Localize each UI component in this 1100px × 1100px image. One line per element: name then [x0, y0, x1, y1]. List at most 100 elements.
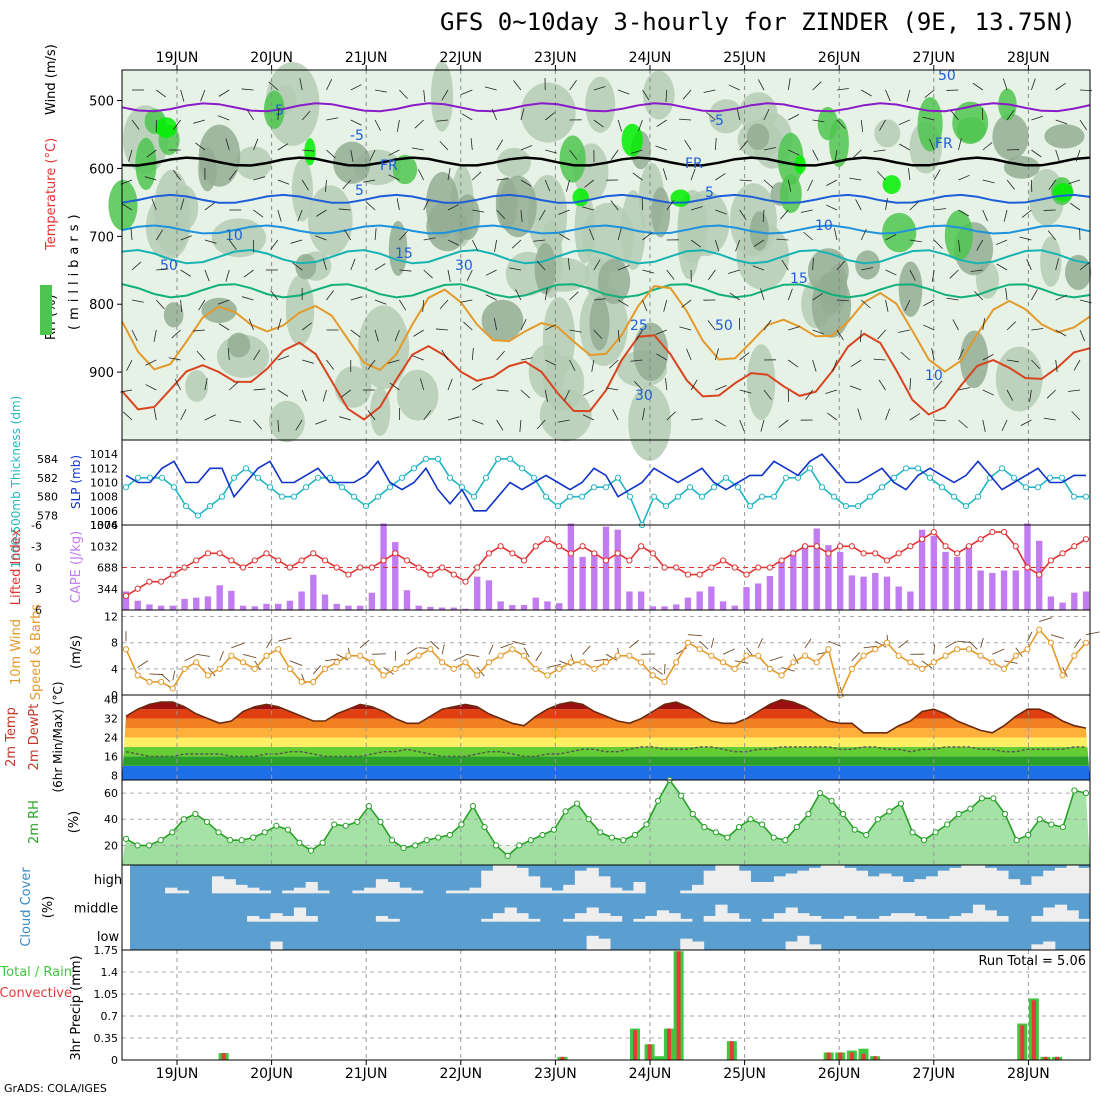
precip-tick-label: 1.05 — [94, 988, 119, 1001]
wind-point — [286, 665, 294, 672]
cloud-cell — [176, 890, 190, 894]
cape-bar — [731, 605, 738, 610]
rh-bright-area — [572, 188, 589, 207]
wind-barb — [642, 408, 645, 421]
wind-point — [368, 659, 375, 666]
cape-bar — [567, 523, 575, 610]
cloud-cell — [563, 918, 576, 922]
wind-point — [544, 672, 551, 679]
wind-barb — [299, 78, 303, 91]
li-tick-label: 0 — [35, 562, 42, 575]
wind-barb — [411, 147, 424, 151]
wind-barb — [1001, 419, 1008, 432]
wind-barb — [958, 138, 962, 151]
cloud-cell — [645, 916, 658, 922]
thickness-point — [698, 493, 706, 500]
contour-label: 50 — [715, 318, 733, 334]
wind-barb — [322, 258, 327, 271]
thickness-point — [482, 474, 490, 481]
wind-barb — [1043, 417, 1056, 421]
cloud-cell — [235, 884, 248, 894]
cape-bar — [263, 603, 270, 610]
wind-point — [825, 646, 832, 653]
rh-point — [527, 837, 534, 844]
wind-point — [848, 665, 855, 672]
cape-bar — [403, 590, 411, 610]
wind-barb — [131, 299, 144, 303]
wind-barb — [582, 414, 595, 421]
wind-barb — [739, 140, 748, 151]
wind-point — [169, 685, 176, 692]
wind-barb — [439, 140, 449, 151]
wind-barb — [728, 269, 740, 274]
cloud-cell — [586, 907, 599, 922]
thickness-point — [266, 484, 274, 491]
rh-point — [1036, 816, 1043, 823]
slp-tick-label: 1004 — [90, 519, 118, 532]
cloud-cell — [738, 918, 751, 922]
rh-tick-label: 20 — [104, 839, 118, 852]
wind-barb — [666, 411, 676, 421]
wind-barb — [359, 639, 370, 649]
precip-conv-bar — [560, 1056, 565, 1060]
cape-bar — [684, 597, 692, 610]
wind-barb — [322, 389, 327, 402]
isotherm-line — [121, 285, 1091, 373]
wind-barb — [612, 409, 619, 421]
wind-barb — [338, 208, 351, 211]
cloud-cell — [247, 916, 260, 922]
thickness-tick-label: 582 — [37, 472, 58, 485]
thickness-point — [470, 493, 478, 500]
li-point — [345, 571, 352, 578]
wind-point — [895, 652, 902, 659]
wind-barb — [241, 296, 254, 301]
wind-barb — [374, 228, 377, 241]
wind-barb — [423, 199, 430, 211]
rh-point — [608, 834, 615, 841]
rh-point — [920, 837, 928, 844]
wind-barb — [174, 379, 181, 391]
thickness-point — [1046, 474, 1054, 481]
wind-barb — [198, 299, 206, 311]
cape-bar — [614, 529, 621, 610]
wind-barb — [472, 383, 483, 391]
wind-barb — [519, 419, 522, 432]
li-point — [1012, 543, 1019, 550]
wind-barb — [739, 389, 752, 394]
wind-barb — [463, 321, 473, 331]
x-tick-label-bottom: 25JUN — [723, 1066, 766, 1082]
wind-barb — [945, 640, 957, 649]
thickness-point — [842, 503, 850, 510]
rh-point — [585, 816, 592, 823]
rh-point — [296, 839, 303, 846]
rh-point — [307, 847, 315, 854]
wind-barb — [736, 108, 741, 121]
contour-label: FR — [685, 156, 703, 172]
cape-bar — [368, 592, 376, 610]
thickness-line — [125, 458, 1086, 528]
wind-barb — [567, 258, 570, 271]
wind-barb — [946, 297, 959, 301]
wind-barb — [1031, 359, 1041, 369]
rh-point — [481, 823, 488, 831]
wind-barb — [155, 229, 164, 241]
wind-barb — [788, 114, 800, 121]
li-point — [193, 557, 200, 564]
thickness-point — [506, 455, 514, 462]
precip-tick-label: 0.35 — [94, 1032, 119, 1045]
wind-barb — [929, 138, 935, 151]
wind-barb — [399, 230, 408, 241]
cloud-cell — [937, 918, 951, 922]
wind-barb — [834, 149, 838, 162]
cloud-cell — [691, 884, 705, 894]
rh-point — [932, 829, 939, 836]
rh-point — [458, 821, 465, 828]
rh-green-area — [392, 154, 418, 185]
wind-barb — [763, 179, 774, 189]
li-point — [321, 557, 329, 564]
wind-barb — [593, 119, 604, 128]
wind-barb — [1006, 109, 1015, 121]
thickness-point — [386, 484, 394, 491]
wind-barb — [447, 239, 459, 246]
cloud-row-label: high — [94, 873, 122, 888]
